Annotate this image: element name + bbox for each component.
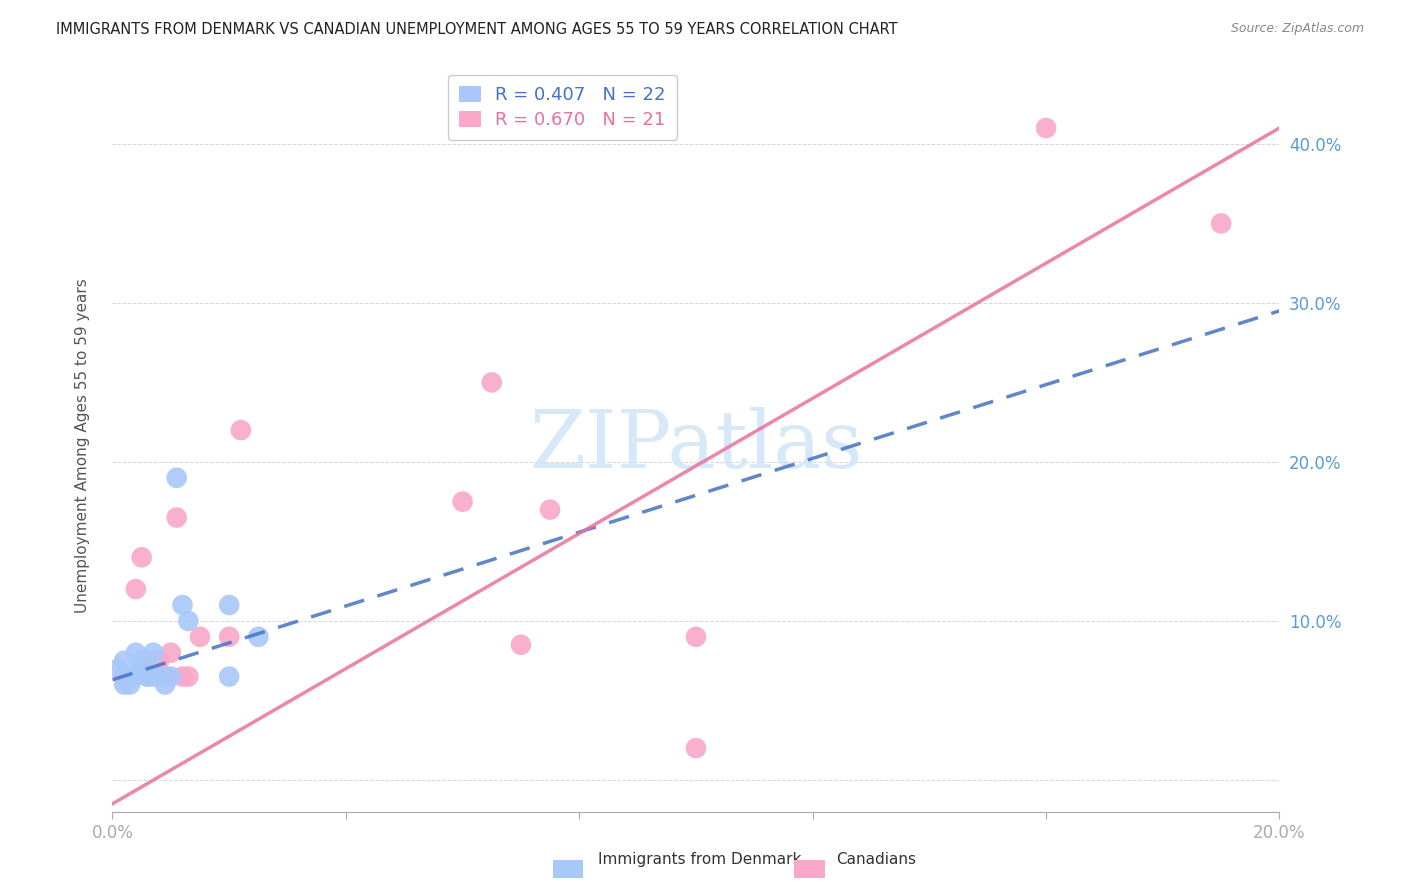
- Point: [125, 646, 148, 660]
- Point: [685, 741, 707, 756]
- Point: [118, 677, 141, 691]
- Point: [142, 646, 165, 660]
- Point: [125, 669, 148, 683]
- Point: [148, 654, 170, 668]
- Point: [136, 669, 159, 683]
- Point: [1209, 216, 1232, 230]
- Y-axis label: Unemployment Among Ages 55 to 59 years: Unemployment Among Ages 55 to 59 years: [75, 278, 90, 614]
- Point: [107, 662, 129, 676]
- Text: Source: ZipAtlas.com: Source: ZipAtlas.com: [1230, 22, 1364, 36]
- Point: [172, 669, 194, 683]
- Point: [218, 630, 240, 644]
- Point: [247, 630, 270, 644]
- Point: [177, 614, 200, 628]
- Point: [131, 550, 153, 565]
- Point: [172, 598, 194, 612]
- Point: [1035, 120, 1057, 135]
- Point: [218, 598, 240, 612]
- Point: [160, 646, 183, 660]
- Point: [112, 669, 135, 683]
- Point: [685, 630, 707, 644]
- Point: [188, 630, 211, 644]
- Text: IMMIGRANTS FROM DENMARK VS CANADIAN UNEMPLOYMENT AMONG AGES 55 TO 59 YEARS CORRE: IMMIGRANTS FROM DENMARK VS CANADIAN UNEM…: [56, 22, 898, 37]
- Point: [481, 376, 503, 390]
- Point: [148, 669, 170, 683]
- Point: [177, 669, 200, 683]
- Legend: R = 0.407   N = 22, R = 0.670   N = 21: R = 0.407 N = 22, R = 0.670 N = 21: [449, 75, 676, 140]
- Point: [451, 494, 474, 508]
- Point: [136, 662, 159, 676]
- Point: [142, 669, 165, 683]
- Point: [166, 510, 188, 524]
- Point: [125, 582, 148, 596]
- Point: [166, 471, 188, 485]
- Point: [153, 677, 176, 691]
- Point: [118, 669, 141, 683]
- Point: [136, 669, 159, 683]
- Point: [160, 669, 183, 683]
- Point: [131, 662, 153, 676]
- Point: [153, 669, 176, 683]
- Point: [112, 677, 135, 691]
- Text: ZIPatlas: ZIPatlas: [529, 407, 863, 485]
- Point: [131, 654, 153, 668]
- Point: [112, 654, 135, 668]
- Point: [538, 502, 561, 516]
- Text: Canadians: Canadians: [837, 852, 917, 867]
- Point: [509, 638, 531, 652]
- Text: Immigrants from Denmark: Immigrants from Denmark: [598, 852, 801, 867]
- Point: [218, 669, 240, 683]
- Point: [229, 423, 252, 437]
- Point: [142, 654, 165, 668]
